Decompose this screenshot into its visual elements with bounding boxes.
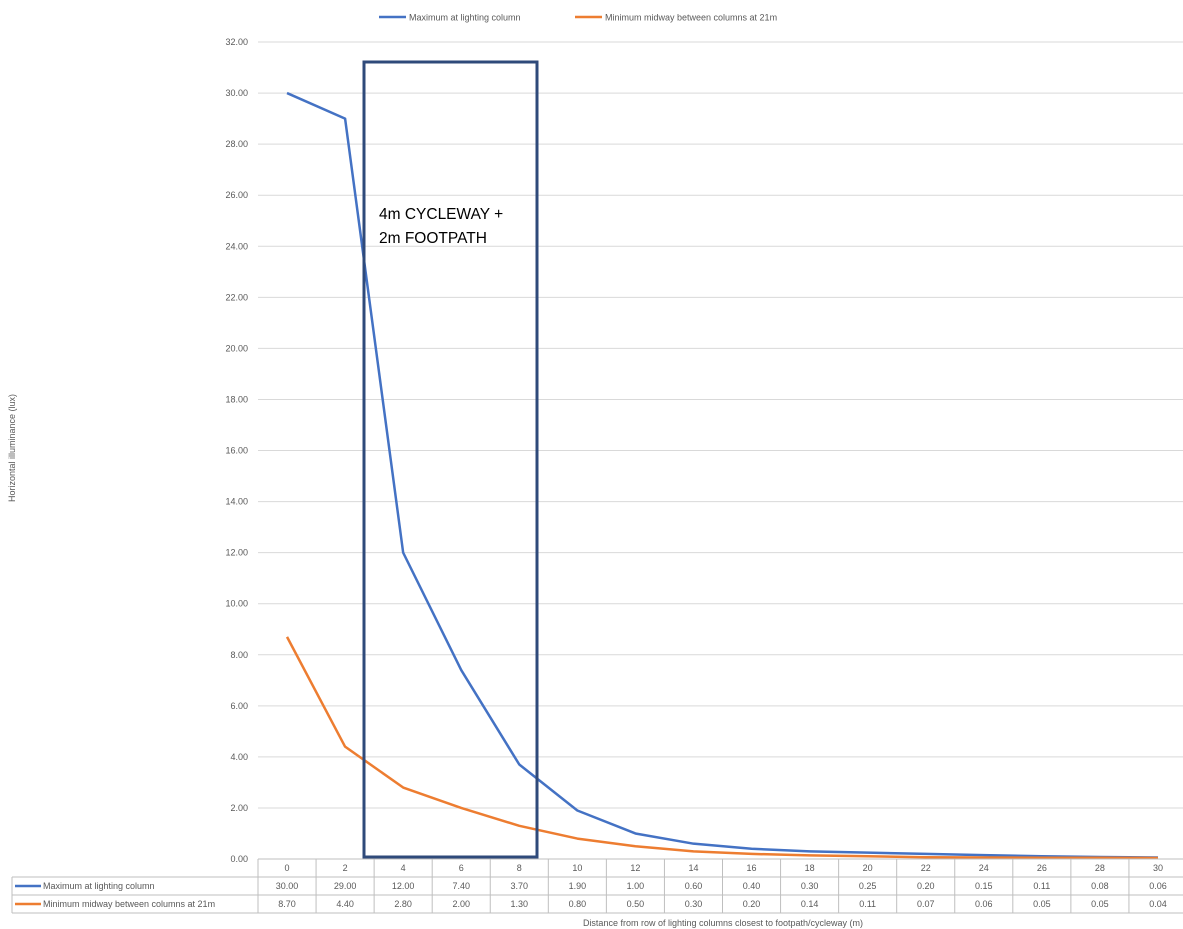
y-tick-label: 16.00 <box>225 446 248 456</box>
y-tick-label: 26.00 <box>225 190 248 200</box>
legend-label-minimum: Minimum midway between columns at 21m <box>605 13 777 23</box>
series-lines <box>285 91 1158 860</box>
x-tick-label: 22 <box>921 863 931 873</box>
table-cell: 7.40 <box>452 881 470 891</box>
annotation-line-1: 4m CYCLEWAY + <box>379 206 503 223</box>
table-cell: 8.70 <box>278 899 296 909</box>
y-tick-label: 32.00 <box>225 37 248 47</box>
table-cell: 1.30 <box>511 899 529 909</box>
x-tick-label: 30 <box>1153 863 1163 873</box>
table-cell: 1.90 <box>569 881 587 891</box>
table-cell: 0.14 <box>801 899 819 909</box>
series-line-minimum <box>285 636 1158 860</box>
table-cell: 2.00 <box>452 899 470 909</box>
table-cell: 0.05 <box>1033 899 1051 909</box>
annotation-rectangle <box>362 60 539 859</box>
table-cell: 0.80 <box>569 899 587 909</box>
y-tick-label: 10.00 <box>225 599 248 609</box>
table-cell: 0.25 <box>859 881 877 891</box>
table-cell: 2.80 <box>394 899 412 909</box>
annotation-box: 4m CYCLEWAY + 2m FOOTPATH <box>362 60 539 859</box>
y-tick-label: 30.00 <box>225 88 248 98</box>
x-tick-label: 28 <box>1095 863 1105 873</box>
x-tick-label: 18 <box>805 863 815 873</box>
y-tick-label: 2.00 <box>230 803 248 813</box>
table-cell: 29.00 <box>334 881 357 891</box>
x-tick-label: 20 <box>863 863 873 873</box>
y-tick-label: 4.00 <box>230 752 248 762</box>
table-cell: 0.11 <box>1033 881 1050 891</box>
table-cell: 0.40 <box>743 881 761 891</box>
x-tick-label: 24 <box>979 863 989 873</box>
x-tick-label: 6 <box>459 863 464 873</box>
table-cell: 0.30 <box>685 899 703 909</box>
x-tick-label: 10 <box>572 863 582 873</box>
annotation-line-2: 2m FOOTPATH <box>379 230 487 247</box>
y-tick-label: 8.00 <box>230 650 248 660</box>
y-tick-label: 20.00 <box>225 343 248 353</box>
y-tick-label: 24.00 <box>225 241 248 251</box>
x-axis-title: Distance from row of lighting columns cl… <box>583 918 863 928</box>
table-cell: 0.30 <box>801 881 819 891</box>
y-tick-label: 6.00 <box>230 701 248 711</box>
gridlines <box>258 41 1183 860</box>
table-cell: 12.00 <box>392 881 415 891</box>
table-cell: 0.08 <box>1091 881 1109 891</box>
x-tick-label: 8 <box>517 863 522 873</box>
x-tick-label: 12 <box>630 863 640 873</box>
table-series-name: Minimum midway between columns at 21m <box>43 899 215 909</box>
table-cell: 0.15 <box>975 881 993 891</box>
table-cell: 0.60 <box>685 881 703 891</box>
y-tick-label: 0.00 <box>230 854 248 864</box>
table-cell: 0.11 <box>859 899 876 909</box>
x-tick-label: 4 <box>401 863 406 873</box>
table-cell: 30.00 <box>276 881 299 891</box>
table-cell: 3.70 <box>511 881 529 891</box>
table-cell: 1.00 <box>627 881 645 891</box>
x-tick-label: 14 <box>688 863 698 873</box>
table-cell: 0.50 <box>627 899 645 909</box>
x-tick-label: 0 <box>285 863 290 873</box>
table-cell: 0.20 <box>917 881 935 891</box>
y-tick-label: 22.00 <box>225 292 248 302</box>
y-tick-label: 12.00 <box>225 548 248 558</box>
table-cell: 0.05 <box>1091 899 1109 909</box>
y-tick-label: 28.00 <box>225 139 248 149</box>
table-cell: 0.06 <box>1149 881 1167 891</box>
table-series-name: Maximum at lighting column <box>43 881 155 891</box>
table-cell: 0.04 <box>1149 899 1167 909</box>
table-cell: 4.40 <box>336 899 354 909</box>
y-axis-title: Horizontal illuminance (lux) <box>7 394 17 502</box>
chart-legend: Maximum at lighting column Minimum midwa… <box>379 13 777 23</box>
series-line-maximum <box>286 91 1158 859</box>
table-cell: 0.06 <box>975 899 993 909</box>
table-cell: 0.20 <box>743 899 761 909</box>
y-tick-label: 14.00 <box>225 497 248 507</box>
x-tick-label: 2 <box>343 863 348 873</box>
x-tick-label: 26 <box>1037 863 1047 873</box>
y-axis-tick-labels: 0.00 2.00 4.00 6.00 8.00 10.00 12.00 14.00 16.00… <box>225 37 248 864</box>
table-cell: 0.07 <box>917 899 935 909</box>
legend-label-maximum: Maximum at lighting column <box>409 13 521 23</box>
x-tick-label: 16 <box>747 863 757 873</box>
y-tick-label: 18.00 <box>225 394 248 404</box>
